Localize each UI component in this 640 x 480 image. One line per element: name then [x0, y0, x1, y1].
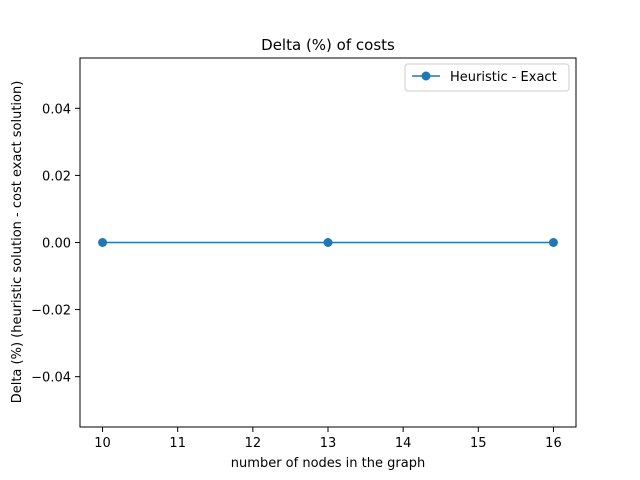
legend-marker-sample	[421, 71, 431, 81]
legend-entry-heuristic-exact: Heuristic - Exact	[450, 70, 557, 85]
data-point	[323, 238, 333, 247]
data-point	[98, 238, 108, 247]
y-tick-label: −0.04	[31, 371, 71, 386]
x-axis-label: number of nodes in the graph	[231, 456, 425, 471]
y-tick-label: −0.02	[31, 304, 71, 319]
y-axis-ticks: 0.04 0.02 0.00 −0.02 −0.04	[31, 102, 80, 386]
x-tick-label: 14	[395, 436, 412, 451]
x-tick-label: 13	[320, 436, 337, 451]
y-tick-label: 0.04	[42, 102, 71, 117]
x-tick-label: 11	[169, 436, 186, 451]
x-tick-label: 16	[545, 436, 562, 451]
y-tick-label: 0.00	[42, 237, 71, 252]
chart-title: Delta (%) of costs	[261, 36, 395, 54]
data-point	[548, 238, 558, 247]
x-tick-label: 12	[245, 436, 262, 451]
x-axis-ticks: 10 11 12 13 14 15 16	[94, 427, 562, 451]
legend: Heuristic - Exact	[404, 63, 570, 92]
y-tick-label: 0.02	[42, 169, 71, 184]
legend-box	[404, 63, 570, 92]
x-tick-label: 15	[470, 436, 487, 451]
y-axis-label: Delta (%) (heuristic solution - cost exa…	[10, 81, 25, 404]
series-layer	[98, 238, 558, 247]
x-tick-label: 10	[94, 436, 111, 451]
